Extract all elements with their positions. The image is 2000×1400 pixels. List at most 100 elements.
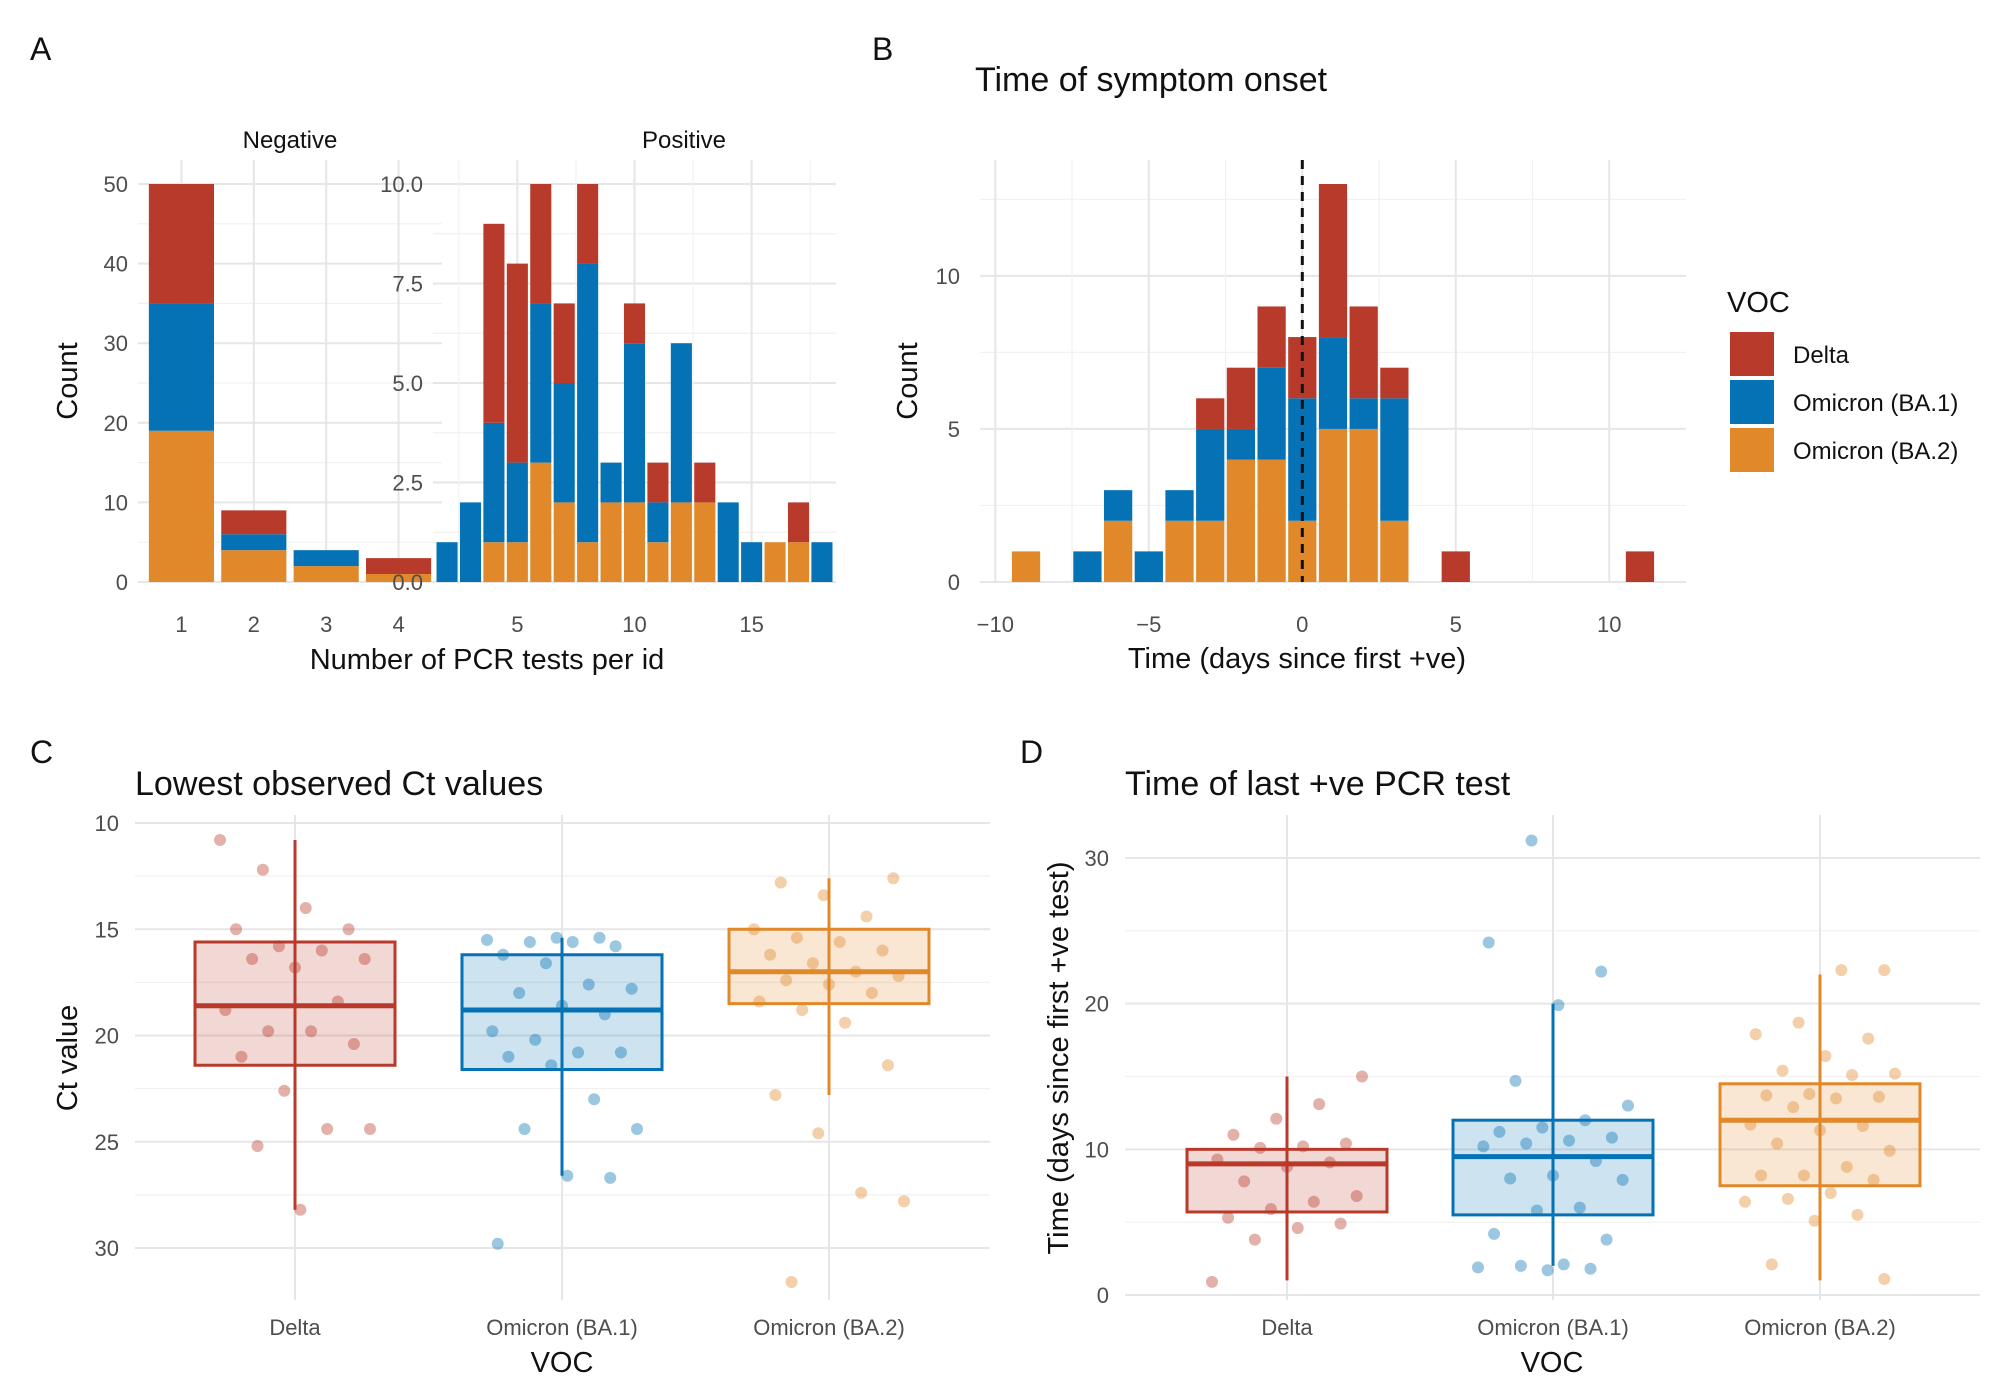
panel-d-y-tick-label: 0 [1097,1283,1109,1308]
panel-d-y-axis-title: Time (days since first +ve test) [1043,862,1075,1255]
panel-d-x-tick-label-delta: Delta [1261,1315,1313,1340]
panel-d-point-delta [1264,1203,1277,1216]
panel-c-point-delta [289,961,301,974]
panel-d-point-omicron-ba-1 [1477,1140,1490,1153]
panel-d-point-omicron-ba-2 [1760,1089,1773,1102]
panel-d-x-tick-label-omicron-ba-2: Omicron (BA.2) [1744,1315,1896,1340]
panel-a-negative-bar-omicron-ba-1-x3 [293,550,359,567]
panel-c-point-omicron-ba-2 [833,936,846,948]
panel-b-x-tick-label: −5 [1136,612,1161,637]
panel-c-point-delta [299,902,312,914]
panel-a-positive-bar-omicron-ba-1-x15 [741,542,763,582]
panel-c-point-omicron-ba-2 [790,931,803,944]
panel-c-point-omicron-ba-1 [497,948,510,961]
panel-a-negative-y-tick-label: 30 [104,331,128,356]
panel-a-positive-bar-delta-x4 [483,223,505,423]
facet-label-positive: Positive [642,127,726,154]
panel-d-point-delta [1313,1098,1326,1111]
legend: VOC Delta Omicron (BA.1) Omicron (BA.2) [1727,287,1958,472]
panel-d-point-omicron-ba-2 [1824,1187,1837,1200]
panel-c-point-omicron-ba-2 [865,987,878,999]
panel-a-negative-x-tick-label: 4 [392,612,404,637]
panel-d-point-omicron-ba-2 [1755,1169,1768,1182]
panel-a-negative-bar-omicron-ba-2-x4 [366,574,432,582]
panel-a-positive-bar-delta-x10 [623,303,646,344]
panel-c: Lowest observed Ct values VOC Ct value 1… [52,765,990,1379]
panel-d-point-omicron-ba-1 [1482,936,1495,949]
panel-d-point-delta [1227,1128,1240,1141]
panel-b-bar-omicron-ba-1-x3 [1380,398,1409,521]
panel-d-point-omicron-ba-1 [1563,1134,1576,1147]
panel-c-point-omicron-ba-2 [753,995,766,1008]
panel-d-point-omicron-ba-1 [1530,1204,1543,1217]
panel-c-point-omicron-ba-2 [892,970,905,982]
panel-c-point-delta [342,923,355,936]
panel-d-point-omicron-ba-2 [1878,1272,1891,1285]
panel-c-y-tick-label: 25 [95,1130,119,1155]
panel-a-positive-bar-omicron-ba-1-x14 [717,502,739,582]
panel-d-point-omicron-ba-2 [1830,1092,1843,1105]
panel-a-positive-bar-omicron-ba-2-x17 [787,542,810,582]
panel-a-positive-bar-omicron-ba-2-x8 [577,542,599,582]
panel-b-x-tick-label: 5 [1450,612,1462,637]
panel-b-bar-omicron-ba-1-x7 [1073,551,1102,582]
panel-c-point-delta [364,1123,376,1135]
panel-b-bar-omicron-ba-2-x4 [1165,520,1194,582]
panel-a-positive-bar-omicron-ba-2-x7 [553,502,575,582]
panel-d-point-omicron-ba-1 [1605,1131,1618,1144]
panel-c-point-delta [235,1050,248,1063]
panel-d-point-omicron-ba-1 [1493,1125,1506,1138]
panel-b-y-tick-label: 10 [936,264,960,289]
panel-b-title: Time of symptom onset [975,61,1328,99]
panel-d-point-omicron-ba-1 [1557,1258,1570,1271]
panel-a-positive-y-tick-label: 0.0 [392,570,423,595]
panel-b-bar-omicron-ba-2-x9 [1011,551,1041,582]
panel-d-point-omicron-ba-1 [1472,1261,1484,1274]
panel-d-x-axis-title: VOC [1521,1347,1584,1379]
panel-d-point-omicron-ba-2 [1781,1192,1794,1205]
panel-a-positive-bar-omicron-ba-1-x10 [623,343,646,503]
panel-a-positive-bar-omicron-ba-1-x4 [483,422,505,543]
panel-a-positive-y-tick-label: 7.5 [392,272,423,297]
panel-c-point-omicron-ba-2 [839,1016,852,1029]
panel-c-point-delta [256,863,269,876]
panel-d-box-omicron-ba-2 [1718,1082,1922,1188]
panel-d-point-omicron-ba-2 [1819,1050,1832,1063]
panel-a: Negative Positive Number of PCR tests pe… [52,127,836,676]
panel-a-positive-y-tick-label: 2.5 [392,471,423,496]
panel-d-point-omicron-ba-2 [1797,1169,1810,1182]
panel-d-x-tick-label-omicron-ba-1: Omicron (BA.1) [1477,1315,1629,1340]
panel-a-positive-bar-delta-x5 [506,263,528,463]
panel-c-point-omicron-ba-2 [881,1059,894,1072]
panel-c-point-delta [214,834,226,846]
legend-swatch-delta [1730,332,1774,376]
panel-c-point-omicron-ba-2 [855,1186,868,1199]
panel-d-point-delta [1238,1175,1251,1188]
panel-c-y-tick-label: 30 [95,1236,119,1261]
panel-a-positive-bar-omicron-ba-1-x12 [670,343,692,503]
facet-label-negative: Negative [243,127,338,154]
panel-a-positive-bar-omicron-ba-1-x18 [811,542,833,582]
panel-a-positive-x-tick-label: 5 [511,612,523,637]
panel-d-point-omicron-ba-2 [1856,1120,1869,1133]
panel-d-point-omicron-ba-2 [1889,1067,1901,1080]
panel-c-point-omicron-ba-1 [481,933,493,946]
panel-d-point-omicron-ba-2 [1851,1208,1864,1221]
panel-a-positive-y-tick-label: 5.0 [392,371,423,396]
panel-a-positive-bar-delta-x7 [553,303,575,383]
panel-c-point-omicron-ba-2 [806,957,819,970]
panel-c-point-omicron-ba-1 [545,1059,558,1072]
panel-c-box-omicron-ba-2 [727,927,931,1006]
panel-c-x-axis-title: VOC [531,1347,594,1379]
panel-d-point-delta [1281,1160,1293,1173]
panel-b-x-axis-title: Time (days since first +ve) [1128,643,1466,675]
panel-c-point-omicron-ba-1 [486,1025,499,1038]
panel-d-point-omicron-ba-1 [1509,1074,1522,1087]
panel-a-x-axis-title: Number of PCR tests per id [310,644,665,676]
panel-d-point-omicron-ba-1 [1552,999,1565,1012]
panel-c-point-omicron-ba-1 [604,1171,617,1184]
panel-a-negative-bar-delta-x2 [221,510,287,535]
panel-d-point-omicron-ba-2 [1862,1032,1875,1045]
panel-c-point-omicron-ba-1 [561,1169,574,1182]
